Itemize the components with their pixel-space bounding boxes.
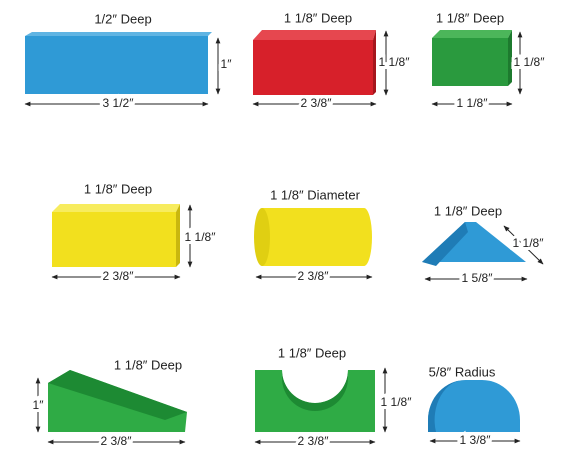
depth-label: 1/2″ Deep [94,11,151,26]
block-side [176,204,180,267]
block-1: 1/2″ Deep 1″ 3 1/2″ [24,11,235,113]
width-label: 2 3/8″ [298,434,330,448]
depth-label: 1 1/8″ Deep [436,10,504,25]
depth-label: 1 1/8″ Deep [434,203,502,218]
width-label: 2 3/8″ [101,434,133,448]
triangle-face [422,222,468,266]
block-3: 1 1/8″ Deep 1 1/8″ 1 1/8″ [431,10,548,113]
width-label: 1 5/8″ [462,271,494,285]
width-label: 2 3/8″ [301,96,333,110]
width-label: 2 3/8″ [103,269,135,283]
side-label: 1 1/8″ [513,236,545,250]
block-top [52,204,180,212]
height-label: 1 1/8″ [514,55,546,69]
depth-label: 1 1/8″ Deep [114,357,182,372]
red-block [253,40,373,95]
block-5: 1 1/8″ Diameter 2 3/8″ [254,187,373,286]
arch-inner [282,370,348,411]
green-arch [255,370,375,432]
green-block [432,38,508,86]
block-top [432,30,512,38]
block-side [373,30,376,95]
width-label: 1 3/8″ [460,433,492,447]
cylinder-end [254,208,270,266]
block-7: 1 1/8″ Deep 1″ 2 3/8″ [30,357,187,451]
block-top [253,30,376,40]
ramp-slope [48,370,187,420]
height-label: 1 1/8″ [185,230,217,244]
block-4: 1 1/8″ Deep 1 1/8″ 2 3/8″ [51,181,219,286]
height-label: 1″ [33,398,45,412]
block-8: 1 1/8″ Deep 1 1/8″ 2 3/8″ [254,345,415,451]
height-label: 1 1/8″ [381,395,413,409]
height-label: 1″ [221,57,233,71]
blue-half-cylinder [428,380,520,432]
block-side [508,30,512,86]
radius-label: 5/8″ Radius [429,364,496,379]
yellow-block [52,212,176,267]
width-label: 2 3/8″ [298,269,330,283]
height-label: 1 1/8″ [379,55,411,69]
diameter-label: 1 1/8″ Diameter [270,187,361,202]
half-cylinder-end [428,379,466,432]
depth-label: 1 1/8″ Deep [278,345,346,360]
side-arrow [503,225,544,265]
blue-block [25,36,208,94]
yellow-cylinder [262,208,364,266]
block-2: 1 1/8″ Deep 1 1/8″ 2 3/8″ [252,10,413,113]
block-9: 5/8″ Radius 1 3/8″ [428,364,521,450]
depth-label: 1 1/8″ Deep [84,181,152,196]
depth-label: 1 1/8″ Deep [284,10,352,25]
width-label: 3 1/2″ [103,96,135,110]
block-top [25,32,212,36]
cylinder-end [356,208,372,266]
width-label: 1 1/8″ [457,96,489,110]
block-6: 1 1/8″ Deep 1 1/8″ 1 5/8″ [422,203,547,288]
